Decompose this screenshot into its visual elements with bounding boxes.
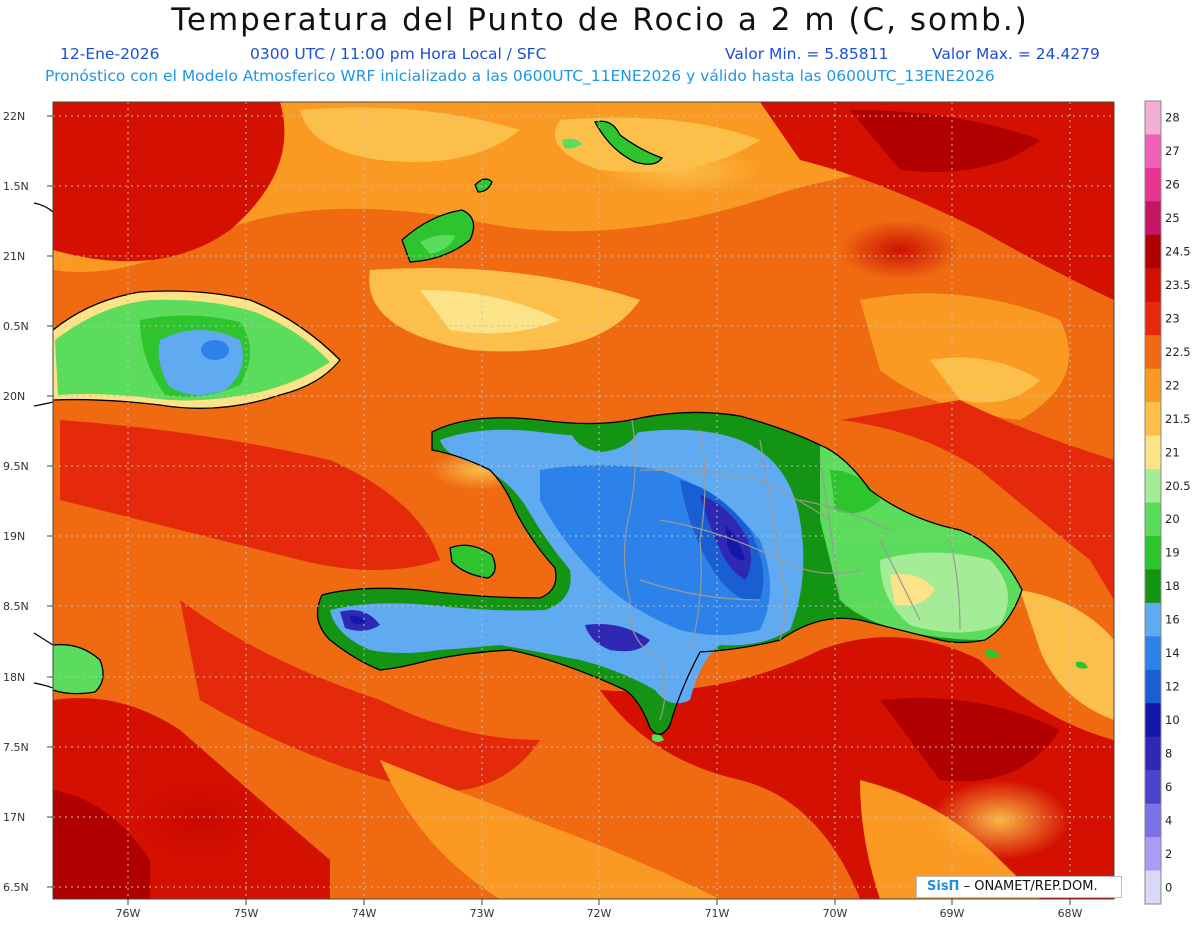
colorbar-label: 27 (1165, 144, 1180, 158)
colorbar-swatch (1145, 167, 1161, 202)
credit-text: – ONAMET/REP.DOM. (963, 879, 1098, 894)
lat-label: 17N (3, 811, 25, 824)
lat-label: 19N (3, 530, 25, 543)
forecast-date: 12-Ene-2026 (60, 45, 160, 63)
lon-label: 76W (116, 907, 141, 920)
lat-label: 0.5N (3, 320, 29, 333)
lon-label: 72W (587, 907, 612, 920)
colorbar-swatch (1145, 368, 1161, 403)
colorbar-label: 20 (1165, 512, 1180, 526)
colorbar-swatch (1145, 335, 1161, 370)
colorbar-label: 6 (1165, 780, 1172, 794)
lat-label: 21N (3, 250, 25, 263)
longitude-axis: 76W 75W 74W 73W 72W 71W 70W 69W 68W (116, 907, 1083, 920)
colorbar-label: 21.5 (1165, 412, 1191, 426)
colorbar-swatch (1145, 669, 1161, 704)
colorbar-swatch (1145, 134, 1161, 169)
lon-label: 75W (234, 907, 259, 920)
colorbar-label: 16 (1165, 613, 1180, 627)
colorbar-label: 28 (1165, 111, 1180, 125)
colorbar-label: 26 (1165, 178, 1180, 192)
lat-label: 1.5N (3, 180, 29, 193)
colorbar-swatch (1145, 201, 1161, 236)
lat-label: 9.5N (3, 460, 29, 473)
colorbar-swatch (1145, 101, 1161, 135)
colorbar-swatch (1145, 268, 1161, 303)
colorbar-label: 24.5 (1165, 245, 1191, 259)
model-info: Pronóstico con el Modelo Atmosferico WRF… (45, 67, 995, 85)
colorbar-label: 14 (1165, 646, 1180, 660)
lon-label: 68W (1058, 907, 1083, 920)
colorbar-label: 23 (1165, 311, 1180, 325)
max-value: Valor Max. = 24.4279 (932, 45, 1100, 63)
colorbar-swatch (1145, 234, 1161, 269)
colorbar-swatch (1145, 636, 1161, 671)
min-value: Valor Min. = 5.85811 (725, 45, 889, 63)
lat-label: 18N (3, 671, 25, 684)
colorbar-swatch (1145, 435, 1161, 470)
colorbar-swatch (1145, 301, 1161, 336)
colorbar-label: 18 (1165, 579, 1180, 593)
colorbar-swatch (1145, 703, 1161, 738)
credit-box: SisΠ – ONAMET/REP.DOM. (916, 876, 1122, 898)
latitude-axis: 22N 1.5N 21N 0.5N 20N 9.5N 19N 8.5N 18N … (3, 110, 29, 894)
colorbar-label: 2 (1165, 847, 1172, 861)
colorbar-label: 0 (1165, 880, 1172, 894)
colorbar-swatch (1145, 803, 1161, 838)
colorbar-label: 25 (1165, 211, 1180, 225)
colorbar-swatch (1145, 770, 1161, 805)
colorbar-swatch (1145, 535, 1161, 570)
colorbar-swatch (1145, 602, 1161, 637)
dewpoint-field (53, 102, 1114, 899)
sispi-logo: SisΠ (927, 879, 960, 894)
lat-label: 7.5N (3, 741, 29, 754)
colorbar-frame (1144, 100, 1162, 905)
colorbar-swatch (1145, 837, 1161, 871)
lon-label: 70W (823, 907, 848, 920)
colorbar: 2827262524.523.52322.52221.52120.5201918… (1144, 100, 1191, 905)
map-title: Temperatura del Punto de Rocio a 2 m (C,… (171, 2, 1029, 38)
lat-label: 20N (3, 390, 25, 403)
lon-label: 71W (705, 907, 730, 920)
colorbar-label: 10 (1165, 713, 1180, 727)
colorbar-label: 21 (1165, 445, 1180, 459)
colorbar-label: 20.5 (1165, 479, 1191, 493)
colorbar-label: 23.5 (1165, 278, 1191, 292)
colorbar-swatch (1145, 569, 1161, 604)
lon-label: 74W (352, 907, 377, 920)
lat-label: 6.5N (3, 881, 29, 894)
lat-label: 22N (3, 110, 25, 123)
colorbar-label: 4 (1165, 813, 1172, 827)
forecast-time: 0300 UTC / 11:00 pm Hora Local / SFC (250, 45, 547, 63)
colorbar-label: 22.5 (1165, 345, 1191, 359)
colorbar-label: 8 (1165, 746, 1172, 760)
lon-label: 69W (940, 907, 965, 920)
colorbar-swatch (1145, 402, 1161, 436)
lat-label: 8.5N (3, 600, 29, 613)
colorbar-swatch (1145, 736, 1161, 771)
lon-label: 73W (470, 907, 495, 920)
colorbar-label: 19 (1165, 546, 1180, 560)
colorbar-swatch (1145, 502, 1161, 537)
colorbar-label: 12 (1165, 680, 1180, 694)
colorbar-swatch (1145, 870, 1161, 905)
colorbar-label: 22 (1165, 378, 1180, 392)
colorbar-swatch (1145, 469, 1161, 503)
